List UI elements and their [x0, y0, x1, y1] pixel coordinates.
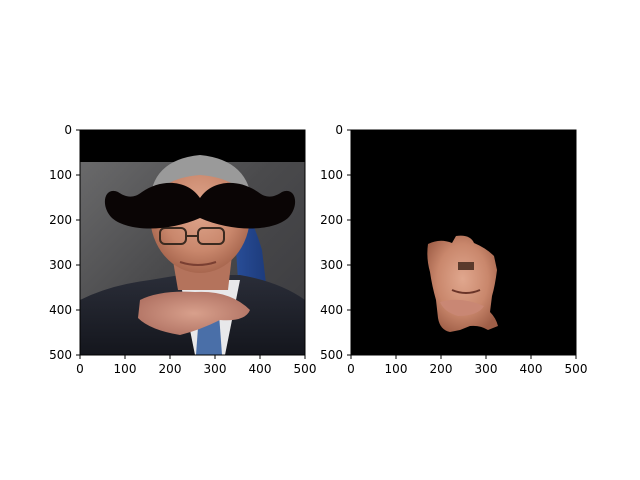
left-x-tick-label: 400: [249, 362, 272, 376]
left-axes-frame: [79, 129, 306, 356]
left-x-tick-label: 100: [114, 362, 137, 376]
right-x-tick-label: 500: [565, 362, 588, 376]
masked-eye-detail: [458, 262, 474, 270]
hand-shape: [138, 291, 250, 335]
mouth-shape: [179, 261, 217, 266]
left-y-tick-label: 400: [49, 303, 72, 317]
left-axes: 0 100 200 300 400 500 0 100 200 300 400 500: [49, 123, 316, 376]
right-x-tick-label: 400: [520, 362, 543, 376]
left-x-tick-label: 0: [76, 362, 84, 376]
left-y-tick-label: 200: [49, 213, 72, 227]
hair-shape: [150, 155, 252, 205]
right-x-tick-label: 100: [385, 362, 408, 376]
right-y-tick-label: 300: [320, 258, 343, 272]
right-axes-frame: [350, 129, 577, 356]
right-y-tick-label: 100: [320, 168, 343, 182]
right-x-tick-label: 300: [475, 362, 498, 376]
masked-mouth-detail: [451, 289, 481, 294]
right-y-tick-label: 200: [320, 213, 343, 227]
right-y-tick-label: 400: [320, 303, 343, 317]
masked-hand-detail: [440, 299, 484, 316]
glasses: [159, 227, 225, 245]
right-y-tick-label: 500: [320, 348, 343, 362]
right-y-tick-label: 0: [335, 123, 343, 137]
right-x-tick-label: 0: [347, 362, 355, 376]
left-y-tick-label: 0: [64, 123, 72, 137]
right-x-tick-label: 200: [430, 362, 453, 376]
right-axes: 0 100 200 300 400 500 0 100 200 300 400 500: [320, 123, 587, 376]
left-y-tick-label: 100: [49, 168, 72, 182]
mustache-overlay: [104, 182, 296, 229]
left-image-panel: [80, 130, 305, 355]
left-x-tick-label: 300: [204, 362, 227, 376]
right-image-panel: [351, 130, 576, 355]
left-x-tick-label: 200: [159, 362, 182, 376]
left-y-tick-label: 500: [49, 348, 72, 362]
left-x-tick-label: 500: [294, 362, 317, 376]
left-y-tick-label: 300: [49, 258, 72, 272]
